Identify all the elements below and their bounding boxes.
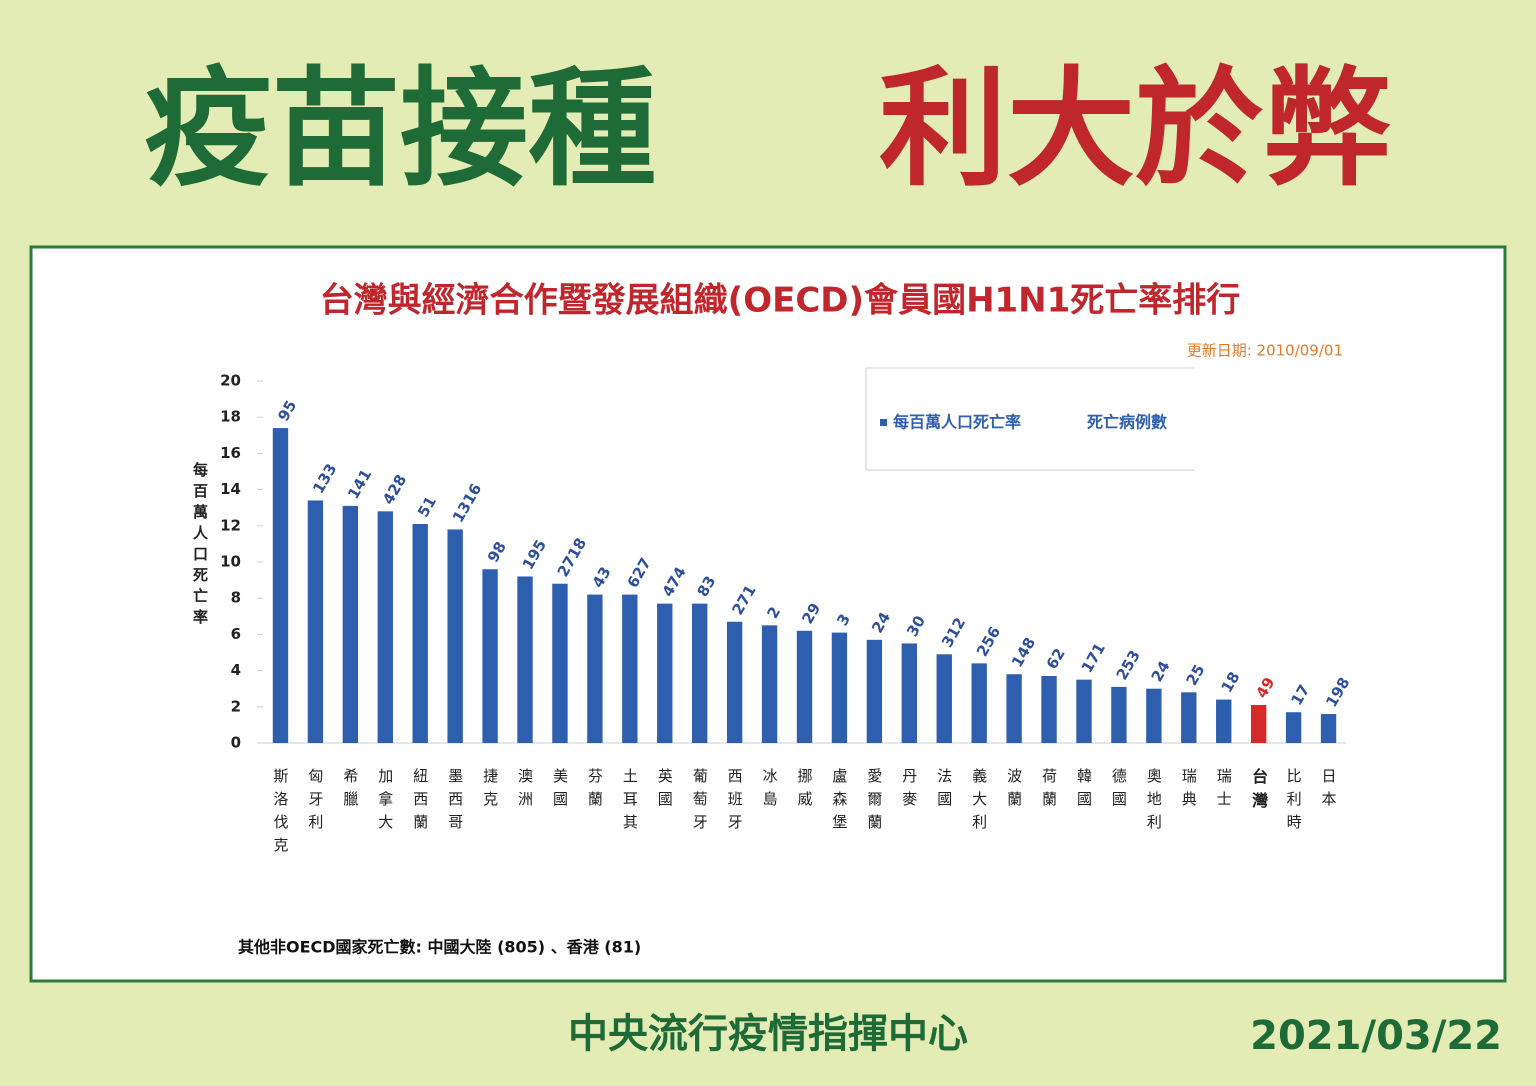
bar [272, 428, 289, 743]
x-tick-label: 加拿大 [376, 768, 394, 837]
x-tick-label: 德國 [1110, 767, 1128, 814]
x-tick-label: 波蘭 [1005, 768, 1023, 814]
title-left: 疫苗接種 [144, 55, 656, 204]
y-tick-label: 4 [231, 661, 241, 679]
bar [517, 576, 533, 743]
chart-title: 台灣與經濟合作暨發展組織(OECD)會員國H1N1死亡率排行 [320, 281, 1241, 321]
y-tick-label: 12 [220, 516, 241, 534]
y-tick-label: 14 [220, 480, 241, 498]
bar [1041, 676, 1057, 743]
x-tick-label: 斯洛伐克 [271, 768, 289, 860]
chart-subtitle: 更新日期: 2010/09/01 [1187, 342, 1343, 360]
bar [1181, 692, 1197, 743]
x-tick-label: 芬蘭 [586, 768, 604, 814]
x-tick-label: 英國 [656, 767, 674, 814]
bar [761, 625, 778, 743]
y-tick-label: 10 [220, 553, 241, 571]
legend-label: 每百萬人口死亡率 [893, 413, 1021, 432]
x-tick-label: 葡萄牙 [691, 768, 709, 837]
bar [1320, 714, 1337, 743]
footer-org: 中央流行疫情指揮中心 [568, 1011, 968, 1057]
footer-date: 2021/03/22 [1250, 1013, 1502, 1059]
bar [412, 523, 428, 743]
x-tick-label: 冰島 [761, 768, 779, 814]
bar [1250, 704, 1267, 743]
x-tick-label: 匈牙利 [306, 768, 324, 837]
bar [936, 654, 952, 743]
y-tick-label: 0 [231, 734, 241, 752]
x-tick-label: 捷克 [481, 768, 499, 814]
x-tick-label: 義大利 [970, 768, 988, 837]
x-tick-label: 土耳其 [621, 768, 639, 837]
bar [622, 594, 638, 743]
x-tick-label: 澳洲 [516, 768, 534, 814]
x-tick-label: 法國 [935, 768, 953, 814]
bar [901, 643, 917, 743]
x-tick-label: 比利時 [1285, 768, 1303, 837]
bar [552, 583, 568, 743]
x-tick-label: 西班牙 [726, 768, 744, 837]
legend-box [865, 367, 1194, 471]
bar [377, 511, 393, 743]
bar [657, 603, 673, 743]
title-right: 利大於弊 [879, 55, 1391, 204]
bar [831, 632, 848, 743]
chart-note: 其他非OECD國家死亡數: 中國大陸 (805) 、香港 (81) [238, 938, 641, 957]
bar [796, 630, 813, 743]
x-tick-label: 盧森堡 [830, 768, 848, 837]
x-tick-label: 荷蘭 [1040, 768, 1058, 814]
x-tick-label: 台灣 [1249, 767, 1268, 816]
x-tick-label: 墨西哥 [446, 768, 464, 837]
x-tick-label: 紐西蘭 [411, 768, 429, 837]
bar [1006, 674, 1022, 743]
y-tick-label: 20 [220, 372, 241, 390]
x-tick-label: 瑞典 [1180, 768, 1198, 814]
x-tick-label: 美國 [551, 768, 569, 814]
legend-label: 死亡病例數 [1087, 413, 1167, 432]
bar [307, 500, 324, 743]
bar [1076, 679, 1092, 743]
bar [692, 603, 708, 743]
legend-swatch [880, 419, 887, 426]
bar [1285, 712, 1302, 743]
y-tick-label: 6 [231, 625, 241, 643]
x-tick-label: 愛爾蘭 [865, 768, 883, 837]
bar [1216, 699, 1232, 743]
bar [587, 594, 603, 743]
bar [726, 621, 743, 743]
bar [1111, 686, 1127, 743]
x-tick-label: 韓國 [1075, 768, 1093, 814]
bar [447, 529, 463, 743]
x-tick-label: 希臘 [341, 768, 359, 814]
y-tick-label: 18 [220, 408, 241, 426]
bar [1146, 688, 1162, 743]
x-tick-label: 丹麥 [900, 768, 918, 814]
bar [342, 505, 359, 743]
y-tick-label: 8 [231, 589, 241, 607]
bar [482, 569, 498, 743]
bar [971, 663, 987, 743]
x-tick-label: 奧地利 [1145, 768, 1163, 837]
bar [866, 639, 883, 743]
y-tick-label: 16 [220, 444, 241, 462]
y-tick-label: 2 [231, 697, 241, 715]
y-axis-label: 每百萬人口死亡率 [191, 461, 209, 630]
x-tick-label: 日本 [1320, 768, 1338, 814]
x-tick-label: 挪威 [796, 768, 814, 814]
x-tick-label: 瑞士 [1215, 768, 1233, 814]
